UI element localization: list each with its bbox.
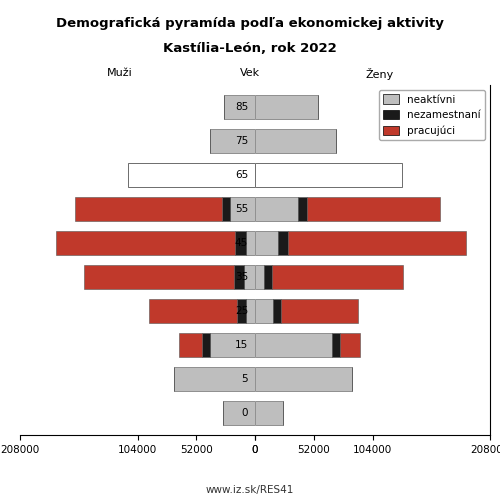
Bar bbox=[278, 231, 288, 255]
Text: 55: 55 bbox=[235, 204, 248, 214]
Bar bbox=[255, 332, 332, 357]
Bar bbox=[332, 332, 340, 357]
Bar bbox=[237, 298, 246, 323]
Bar bbox=[255, 163, 402, 188]
Text: 75: 75 bbox=[235, 136, 248, 146]
Bar bbox=[224, 400, 255, 425]
Bar bbox=[281, 298, 358, 323]
Bar bbox=[234, 231, 246, 255]
Text: Kastília-León, rok 2022: Kastília-León, rok 2022 bbox=[163, 42, 337, 56]
Text: 65: 65 bbox=[235, 170, 248, 180]
Bar bbox=[234, 265, 243, 289]
Bar bbox=[222, 197, 230, 222]
Text: Vek: Vek bbox=[240, 68, 260, 78]
Text: Muži: Muži bbox=[107, 68, 133, 78]
Text: 35: 35 bbox=[235, 272, 248, 282]
Bar bbox=[56, 231, 234, 255]
Bar bbox=[210, 129, 255, 154]
Bar bbox=[255, 366, 352, 391]
Bar bbox=[149, 298, 237, 323]
Bar bbox=[264, 265, 272, 289]
Bar bbox=[180, 332, 202, 357]
Text: Ženy: Ženy bbox=[366, 68, 394, 80]
Bar bbox=[255, 400, 283, 425]
Bar bbox=[255, 129, 336, 154]
Bar bbox=[202, 332, 210, 357]
Bar bbox=[340, 332, 360, 357]
Bar bbox=[288, 231, 467, 255]
Bar bbox=[210, 332, 255, 357]
Text: 25: 25 bbox=[235, 306, 248, 316]
Bar bbox=[174, 366, 255, 391]
Text: 0: 0 bbox=[242, 408, 248, 418]
Bar bbox=[255, 95, 318, 120]
Bar bbox=[272, 265, 403, 289]
Bar bbox=[255, 231, 278, 255]
Text: 45: 45 bbox=[235, 238, 248, 248]
Text: www.iz.sk/RES41: www.iz.sk/RES41 bbox=[206, 485, 294, 495]
Bar bbox=[273, 298, 281, 323]
Legend: neaktívni, nezamestnaní, pracujúci: neaktívni, nezamestnaní, pracujúci bbox=[379, 90, 485, 140]
Bar bbox=[76, 197, 222, 222]
Bar bbox=[230, 197, 255, 222]
Bar bbox=[128, 163, 255, 188]
Bar bbox=[244, 265, 255, 289]
Bar bbox=[246, 231, 255, 255]
Bar bbox=[255, 197, 298, 222]
Text: Demografická pyramída podľa ekonomickej aktivity: Demografická pyramída podľa ekonomickej … bbox=[56, 18, 444, 30]
Bar bbox=[298, 197, 307, 222]
Text: 15: 15 bbox=[235, 340, 248, 350]
Text: 85: 85 bbox=[235, 102, 248, 112]
Text: 5: 5 bbox=[242, 374, 248, 384]
Bar bbox=[255, 265, 264, 289]
Bar bbox=[224, 95, 255, 120]
Bar bbox=[84, 265, 234, 289]
Bar bbox=[246, 298, 255, 323]
Bar bbox=[307, 197, 440, 222]
Bar bbox=[255, 298, 273, 323]
